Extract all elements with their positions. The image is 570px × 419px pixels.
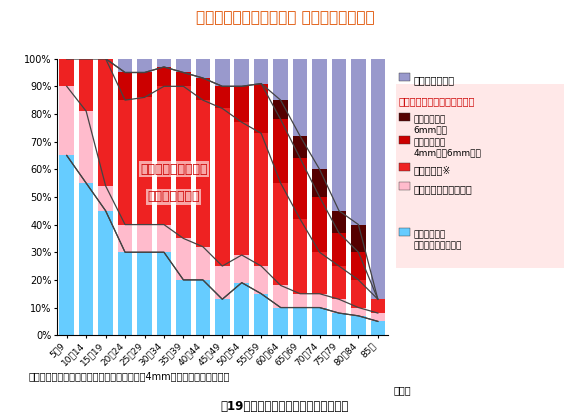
Bar	[118, 100, 132, 225]
Bar	[118, 72, 132, 100]
Text: 歯石の沈着※: 歯石の沈着※	[413, 166, 451, 176]
Text: 対象歯のない者: 対象歯のない者	[413, 75, 454, 85]
Bar	[157, 225, 171, 252]
Bar	[137, 59, 152, 72]
Bar	[254, 59, 268, 83]
Bar	[312, 197, 327, 252]
Bar	[274, 285, 288, 308]
Bar	[254, 266, 268, 294]
Bar	[157, 252, 171, 335]
Bar	[215, 109, 230, 266]
Bar	[254, 294, 268, 335]
Text: 歯周疾患の領域: 歯周疾患の領域	[148, 190, 200, 204]
Bar	[196, 100, 210, 247]
Bar	[351, 59, 366, 225]
Text: 注）　歯石の沈着の項には、歯周ポケットが4mm以上の者は含まない。: 注） 歯石の沈着の項には、歯周ポケットが4mm以上の者は含まない。	[28, 371, 230, 381]
Bar	[332, 299, 346, 313]
Bar	[274, 100, 288, 119]
Bar	[157, 67, 171, 86]
Bar	[332, 266, 346, 299]
Bar	[137, 252, 152, 335]
Bar	[176, 86, 191, 238]
Bar	[196, 59, 210, 78]
Text: 所見のない者
（歯周疾患でない）: 所見のない者 （歯周疾患でない）	[413, 230, 462, 250]
Bar	[351, 280, 366, 308]
Bar	[332, 233, 346, 266]
Bar	[176, 280, 191, 335]
Bar	[176, 59, 191, 72]
Bar	[79, 183, 93, 335]
Bar	[137, 225, 152, 252]
Bar	[157, 59, 171, 67]
Bar	[351, 225, 366, 252]
Bar	[293, 136, 307, 158]
Bar	[332, 211, 346, 233]
Bar	[293, 294, 307, 308]
Bar	[274, 183, 288, 285]
Bar	[176, 72, 191, 86]
Bar	[234, 255, 249, 283]
Bar	[332, 313, 346, 335]
Text: 囱19　歯肉の所見の有無、年齢階級別: 囱19 歯肉の所見の有無、年齢階級別	[221, 400, 349, 413]
Bar	[293, 158, 307, 219]
Bar	[59, 59, 74, 86]
Bar	[312, 252, 327, 294]
Bar	[215, 299, 230, 335]
Bar	[274, 119, 288, 183]
Bar	[351, 252, 366, 280]
Bar	[79, 59, 93, 111]
Bar	[312, 308, 327, 335]
Text: 厕生労働省　平成２３年 歯科疾患実態調査: 厕生労働省 平成２３年 歯科疾患実態調査	[196, 10, 374, 26]
Bar	[59, 155, 74, 335]
Bar	[370, 59, 385, 299]
Bar	[274, 59, 288, 100]
Bar	[274, 308, 288, 335]
Bar	[137, 97, 152, 225]
Bar	[215, 59, 230, 86]
Bar	[254, 133, 268, 266]
Bar	[293, 308, 307, 335]
Bar	[234, 86, 249, 122]
Text: （歳）: （歳）	[393, 385, 411, 395]
Bar	[215, 266, 230, 299]
Text: 歯周ポケット
6mm以上: 歯周ポケット 6mm以上	[413, 115, 447, 134]
Bar	[312, 169, 327, 197]
Bar	[370, 313, 385, 321]
Bar	[118, 252, 132, 335]
Bar	[370, 321, 385, 335]
Bar	[254, 83, 268, 133]
Text: 歯肉炎または歯周炎: 歯肉炎または歯周炎	[140, 163, 207, 176]
Bar	[351, 308, 366, 316]
Bar	[59, 86, 74, 155]
Bar	[234, 283, 249, 335]
Bar	[215, 86, 230, 109]
Bar	[98, 59, 113, 186]
Text: プロービング後の出血: プロービング後の出血	[413, 184, 472, 194]
Bar	[370, 299, 385, 313]
Bar	[98, 186, 113, 211]
Text: 歯周疾患（歯肉炎・歯周炎）: 歯周疾患（歯肉炎・歯周炎）	[399, 96, 475, 106]
Bar	[98, 211, 113, 335]
Bar	[234, 122, 249, 255]
Bar	[351, 316, 366, 335]
Bar	[196, 247, 210, 280]
Bar	[293, 219, 307, 294]
Bar	[157, 86, 171, 225]
Bar	[118, 225, 132, 252]
Bar	[79, 111, 93, 183]
Text: 歯周ポケット
4mm以上6mm未満: 歯周ポケット 4mm以上6mm未満	[413, 138, 481, 158]
Bar	[137, 72, 152, 97]
Bar	[332, 59, 346, 211]
Bar	[312, 59, 327, 169]
Bar	[196, 78, 210, 100]
Bar	[196, 280, 210, 335]
Bar	[234, 59, 249, 86]
Bar	[293, 59, 307, 136]
Bar	[118, 59, 132, 72]
Bar	[312, 294, 327, 308]
Bar	[176, 238, 191, 280]
